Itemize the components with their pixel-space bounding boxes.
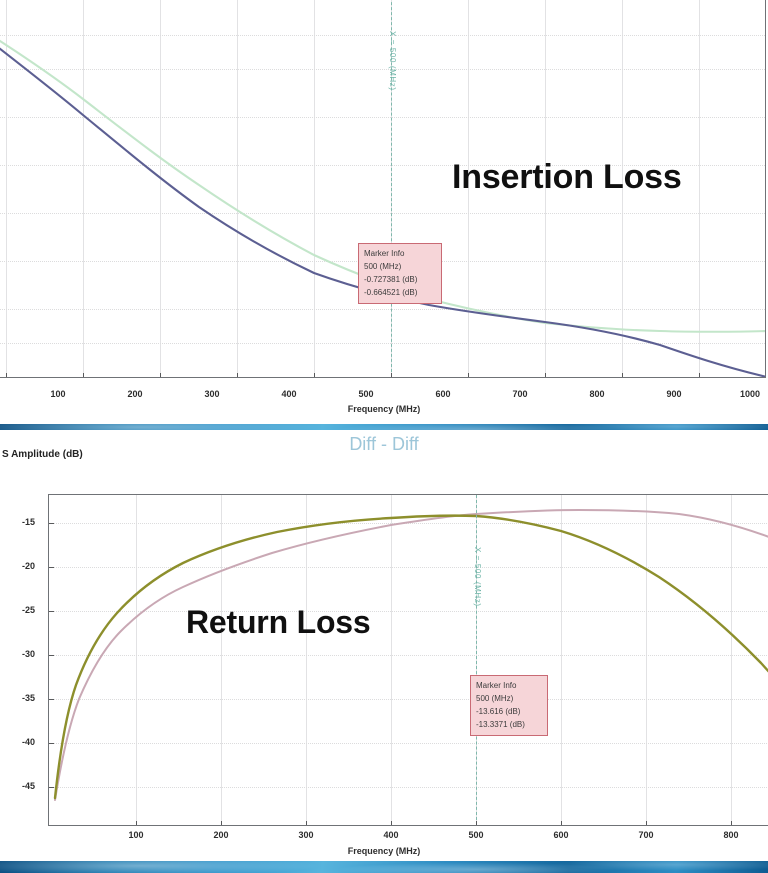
marker-info-box-return[interactable]: Marker Info 500 (MHz) -13.616 (dB) -13.3… <box>470 675 548 736</box>
x-tick-label: 400 <box>281 389 297 399</box>
insertion-loss-panel: X = 500 (MHz) Marker Info 500 (MHz) -0.7… <box>0 0 768 424</box>
y-tick-label: -15 <box>22 517 36 527</box>
insertion-loss-heading: Insertion Loss <box>452 158 682 196</box>
x-tick-label: 200 <box>213 830 229 840</box>
y-tick-label: -40 <box>22 737 36 747</box>
x-tick-label: 800 <box>723 830 739 840</box>
marker-info-value-2: -13.3371 (dB) <box>476 719 525 729</box>
x-tick <box>622 373 623 377</box>
x-tick <box>314 373 315 377</box>
x-tick-label: 400 <box>383 830 399 840</box>
y-tick <box>49 787 54 788</box>
banner-strip-lower <box>0 861 768 873</box>
marker-info-frequency: 500 (MHz) <box>476 693 514 703</box>
x-tick <box>391 821 392 825</box>
x-tick-label: 300 <box>204 389 220 399</box>
x-tick <box>306 821 307 825</box>
marker-line-insertion[interactable] <box>391 0 392 377</box>
x-tick <box>237 373 238 377</box>
x-tick-label: 100 <box>50 389 66 399</box>
x-tick-label: 800 <box>589 389 605 399</box>
x-tick-label: 100 <box>128 830 144 840</box>
x-tick <box>646 821 647 825</box>
insertion-loss-traces <box>0 39 765 377</box>
x-tick-label: 500 <box>468 830 484 840</box>
return-loss-chart-title: Diff - Diff <box>349 434 419 454</box>
x-tick-label: 600 <box>435 389 451 399</box>
marker-info-value-1: -0.727381 (dB) <box>364 274 418 284</box>
y-tick <box>49 655 54 656</box>
return-loss-traces <box>53 508 768 801</box>
return-loss-plot-area[interactable]: X = 500 (MHz) <box>48 494 768 826</box>
y-tick <box>49 523 54 524</box>
x-tick <box>6 373 7 377</box>
marker-info-box-insertion[interactable]: Marker Info 500 (MHz) -0.727381 (dB) -0.… <box>358 243 442 304</box>
x-tick-label: 600 <box>553 830 569 840</box>
marker-vertical-label-insertion: X = 500 (MHz) <box>388 31 397 91</box>
x-tick <box>731 821 732 825</box>
marker-info-title: Marker Info <box>476 681 517 690</box>
return-loss-y-axis-label: S Amplitude (dB) <box>2 449 83 460</box>
x-tick <box>391 373 392 377</box>
marker-info-frequency: 500 (MHz) <box>364 261 402 271</box>
x-tick <box>476 821 477 825</box>
marker-vertical-label-return: X = 500 (MHz) <box>473 547 482 607</box>
y-tick <box>49 567 54 568</box>
y-tick-label: -20 <box>22 561 36 571</box>
y-tick <box>49 611 54 612</box>
x-tick-label: 700 <box>512 389 528 399</box>
x-tick-label: 300 <box>298 830 314 840</box>
return-loss-heading: Return Loss <box>186 604 371 640</box>
y-tick <box>49 699 54 700</box>
marker-line-return[interactable] <box>476 495 477 825</box>
y-tick <box>49 743 54 744</box>
y-tick-label: -25 <box>22 605 36 615</box>
x-tick <box>468 373 469 377</box>
x-tick <box>221 821 222 825</box>
y-tick-label: -30 <box>22 649 36 659</box>
x-tick-label: 700 <box>638 830 654 840</box>
x-tick <box>136 821 137 825</box>
banner-strip-upper <box>0 424 768 432</box>
return-loss-x-axis-title: Frequency (MHz) <box>347 846 421 856</box>
x-tick-label: 200 <box>127 389 143 399</box>
x-tick <box>160 373 161 377</box>
x-tick <box>545 373 546 377</box>
x-tick <box>699 373 700 377</box>
x-tick <box>561 821 562 825</box>
x-tick <box>83 373 84 377</box>
x-tick-label: 1000 <box>739 389 761 399</box>
y-tick-label: -45 <box>22 781 36 791</box>
insertion-loss-x-axis-title: Frequency (MHz) <box>347 404 421 414</box>
y-tick-label: -35 <box>22 693 36 703</box>
marker-info-value-2: -0.664521 (dB) <box>364 287 418 297</box>
x-tick-label: 500 <box>358 389 374 399</box>
x-tick-label: 900 <box>666 389 682 399</box>
marker-info-value-1: -13.616 (dB) <box>476 706 521 716</box>
marker-info-title: Marker Info <box>364 249 405 258</box>
